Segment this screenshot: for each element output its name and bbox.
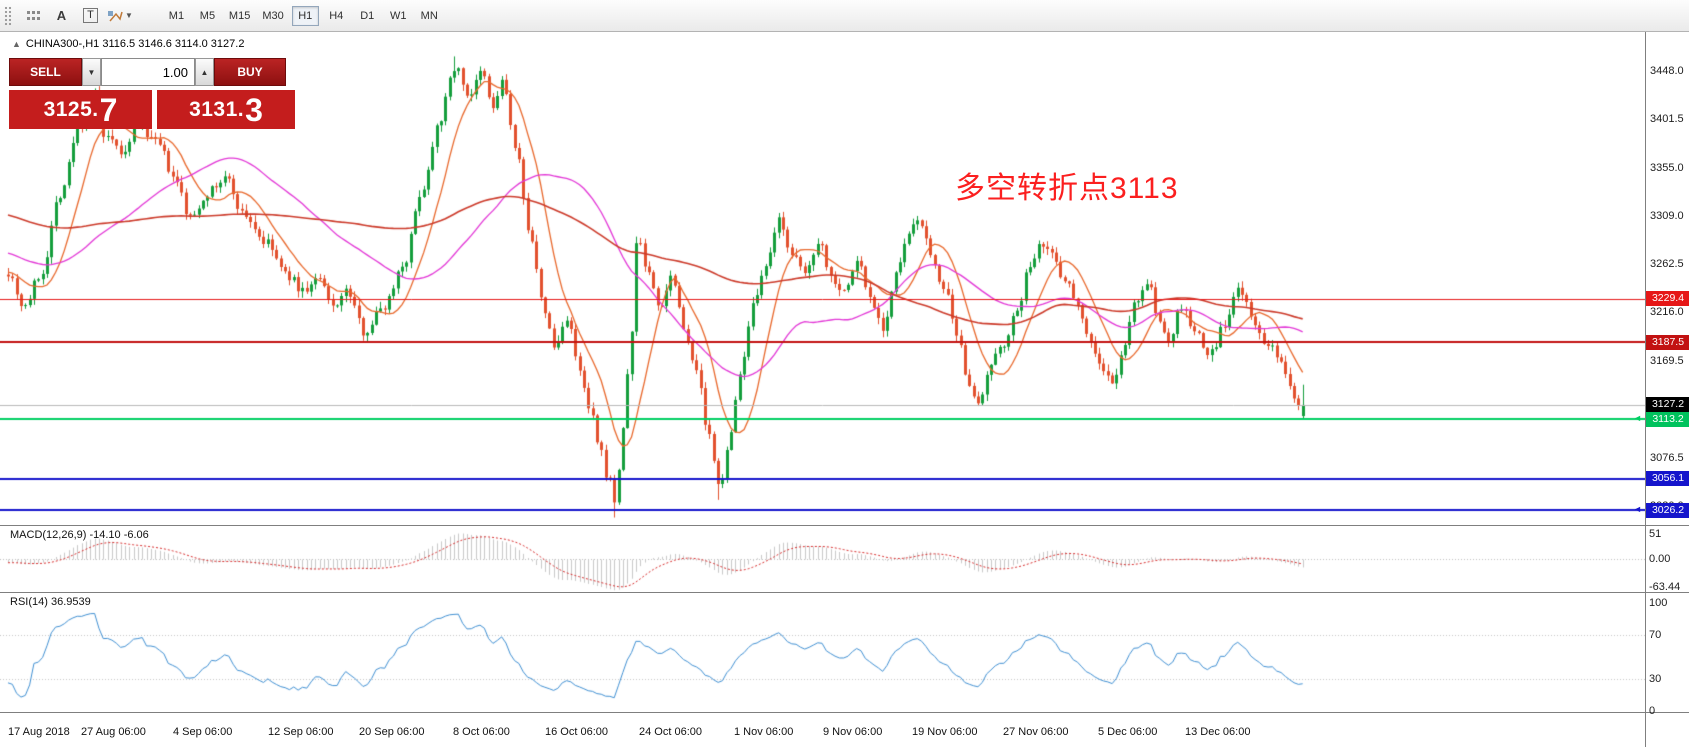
timeframe-m30-button[interactable]: M30: [262, 9, 284, 22]
time-axis-label: 1 Nov 06:00: [734, 726, 794, 738]
timeframe-group: M1 M5 M15 M30 H1 H4 D1 W1 MN: [161, 5, 445, 26]
macd-indicator-canvas[interactable]: [0, 525, 1645, 592]
chevron-down-icon: ▼: [125, 11, 133, 20]
macd-scale-label: 51: [1649, 528, 1662, 540]
price-level-badge: 3229.4: [1646, 291, 1689, 307]
volume-increase-button[interactable]: ▲: [195, 58, 214, 86]
price-axis-label: 3216.0: [1650, 306, 1684, 319]
chart-macd-separator[interactable]: [0, 525, 1689, 526]
chevron-up-icon: ▲: [200, 67, 209, 77]
text-tool-icon: T: [83, 8, 98, 23]
grid-icon: [26, 10, 40, 20]
macd-rsi-separator[interactable]: [0, 592, 1689, 593]
price-level-badge: 3026.2: [1646, 502, 1689, 518]
time-axis-label: 16 Oct 06:00: [545, 726, 608, 738]
buy-button[interactable]: BUY: [214, 58, 286, 86]
timeframe-mn-button[interactable]: MN: [420, 9, 438, 22]
chevron-down-icon: ▼: [87, 67, 96, 77]
drawing-tools-button[interactable]: ▼: [106, 4, 134, 28]
price-axis-label: 3448.0: [1650, 65, 1684, 77]
timeframe-m15-button[interactable]: M15: [228, 9, 251, 22]
time-axis-label: 19 Nov 06:00: [912, 726, 978, 738]
price-axis-label: 3169.5: [1650, 354, 1684, 367]
buy-price-main: 3131.: [189, 97, 245, 121]
rsi-scale-label: 30: [1649, 672, 1662, 685]
one-click-trading-panel: SELL ▼ ▲ BUY 3125. 7 3131. 3: [9, 58, 295, 129]
time-axis-label: 12 Sep 06:00: [268, 726, 334, 738]
time-axis-label: 4 Sep 06:00: [173, 726, 233, 738]
sell-price-display[interactable]: 3125. 7: [9, 90, 152, 129]
letter-a-icon: A: [56, 8, 67, 23]
line-end-arrow-icon: ◄: [1633, 504, 1642, 515]
price-axis-label: 3309.0: [1650, 209, 1684, 222]
line-end-arrow-icon: ◄: [1633, 413, 1642, 424]
timeframe-w1-button[interactable]: W1: [389, 9, 407, 22]
rsi-header: RSI(14) 36.9539: [10, 596, 91, 608]
price-level-badge: 3056.1: [1646, 471, 1689, 487]
price-level-badge: 3127.2: [1646, 397, 1689, 413]
macd-header: MACD(12,26,9) -14.10 -6.06: [10, 529, 149, 541]
rsi-scale-label: 100: [1649, 597, 1668, 609]
shapes-icon: [108, 10, 123, 21]
toolbar-grip[interactable]: [4, 5, 12, 26]
price-axis-label: 3355.0: [1650, 161, 1684, 174]
timeframe-d1-button[interactable]: D1: [360, 9, 375, 22]
volume-decrease-button[interactable]: ▼: [82, 58, 101, 86]
rsi-timeline-separator: [0, 712, 1689, 713]
sell-price-pips: 7: [99, 91, 118, 128]
sell-price-main: 3125.: [43, 97, 99, 121]
annotation-tool-button[interactable]: A: [48, 4, 75, 28]
price-axis-label: 3076.5: [1650, 451, 1684, 464]
chart-header: ▲ CHINA300-,H1 3116.5 3146.6 3114.0 3127…: [12, 38, 244, 50]
rsi-scale-label: 0: [1649, 705, 1656, 717]
rsi-indicator-canvas[interactable]: [0, 592, 1645, 712]
time-axis-label: 8 Oct 06:00: [453, 726, 510, 738]
sell-button[interactable]: SELL: [9, 58, 82, 86]
time-axis[interactable]: 17 Aug 2018 27 Aug 06:00 4 Sep 06:00 12 Sep…: [0, 713, 1645, 747]
timeframe-m5-button[interactable]: M5: [199, 9, 216, 22]
collapse-arrow-icon[interactable]: ▲: [12, 39, 21, 49]
timeframe-h4-button[interactable]: H4: [329, 9, 344, 22]
price-level-badge: 3187.5: [1646, 334, 1689, 350]
time-axis-label: 5 Dec 06:00: [1098, 726, 1158, 738]
macd-scale-label: 0.00: [1649, 553, 1671, 565]
toolbar: A T ▼ M1 M5 M15 M30 H1 H4 D1 W1 MN: [0, 0, 1689, 32]
macd-scale-label: -63.44: [1649, 580, 1681, 593]
time-axis-label: 20 Sep 06:00: [359, 726, 425, 738]
price-level-badge: 3113.2: [1646, 411, 1689, 427]
buy-price-display[interactable]: 3131. 3: [157, 90, 295, 129]
time-axis-label: 13 Dec 06:00: [1185, 726, 1251, 738]
time-axis-label: 27 Nov 06:00: [1003, 726, 1069, 738]
price-axis-label: 3262.5: [1650, 258, 1684, 271]
timeframe-h1-button[interactable]: H1: [291, 5, 319, 26]
time-axis-label: 27 Aug 06:00: [81, 726, 146, 738]
text-tool-button[interactable]: T: [77, 4, 104, 28]
time-axis-label: 24 Oct 06:00: [639, 726, 702, 738]
grid-tool-button[interactable]: [19, 4, 46, 28]
chart-annotation: 多空转折点3113: [955, 172, 1179, 205]
rsi-scale-label: 70: [1649, 629, 1662, 642]
time-axis-label: 17 Aug 2018: [8, 726, 70, 738]
volume-input[interactable]: [101, 58, 195, 86]
price-axis[interactable]: 3448.0 3401.5 3355.0 3309.0 3262.5 3216.0 3169…: [1645, 32, 1689, 747]
price-axis-label: 3401.5: [1650, 113, 1684, 126]
time-axis-label: 9 Nov 06:00: [823, 726, 883, 738]
symbol-ohlc-text: CHINA300-,H1 3116.5 3146.6 3114.0 3127.2: [25, 38, 245, 50]
timeframe-m1-button[interactable]: M1: [168, 9, 185, 22]
buy-price-pips: 3: [245, 91, 263, 128]
